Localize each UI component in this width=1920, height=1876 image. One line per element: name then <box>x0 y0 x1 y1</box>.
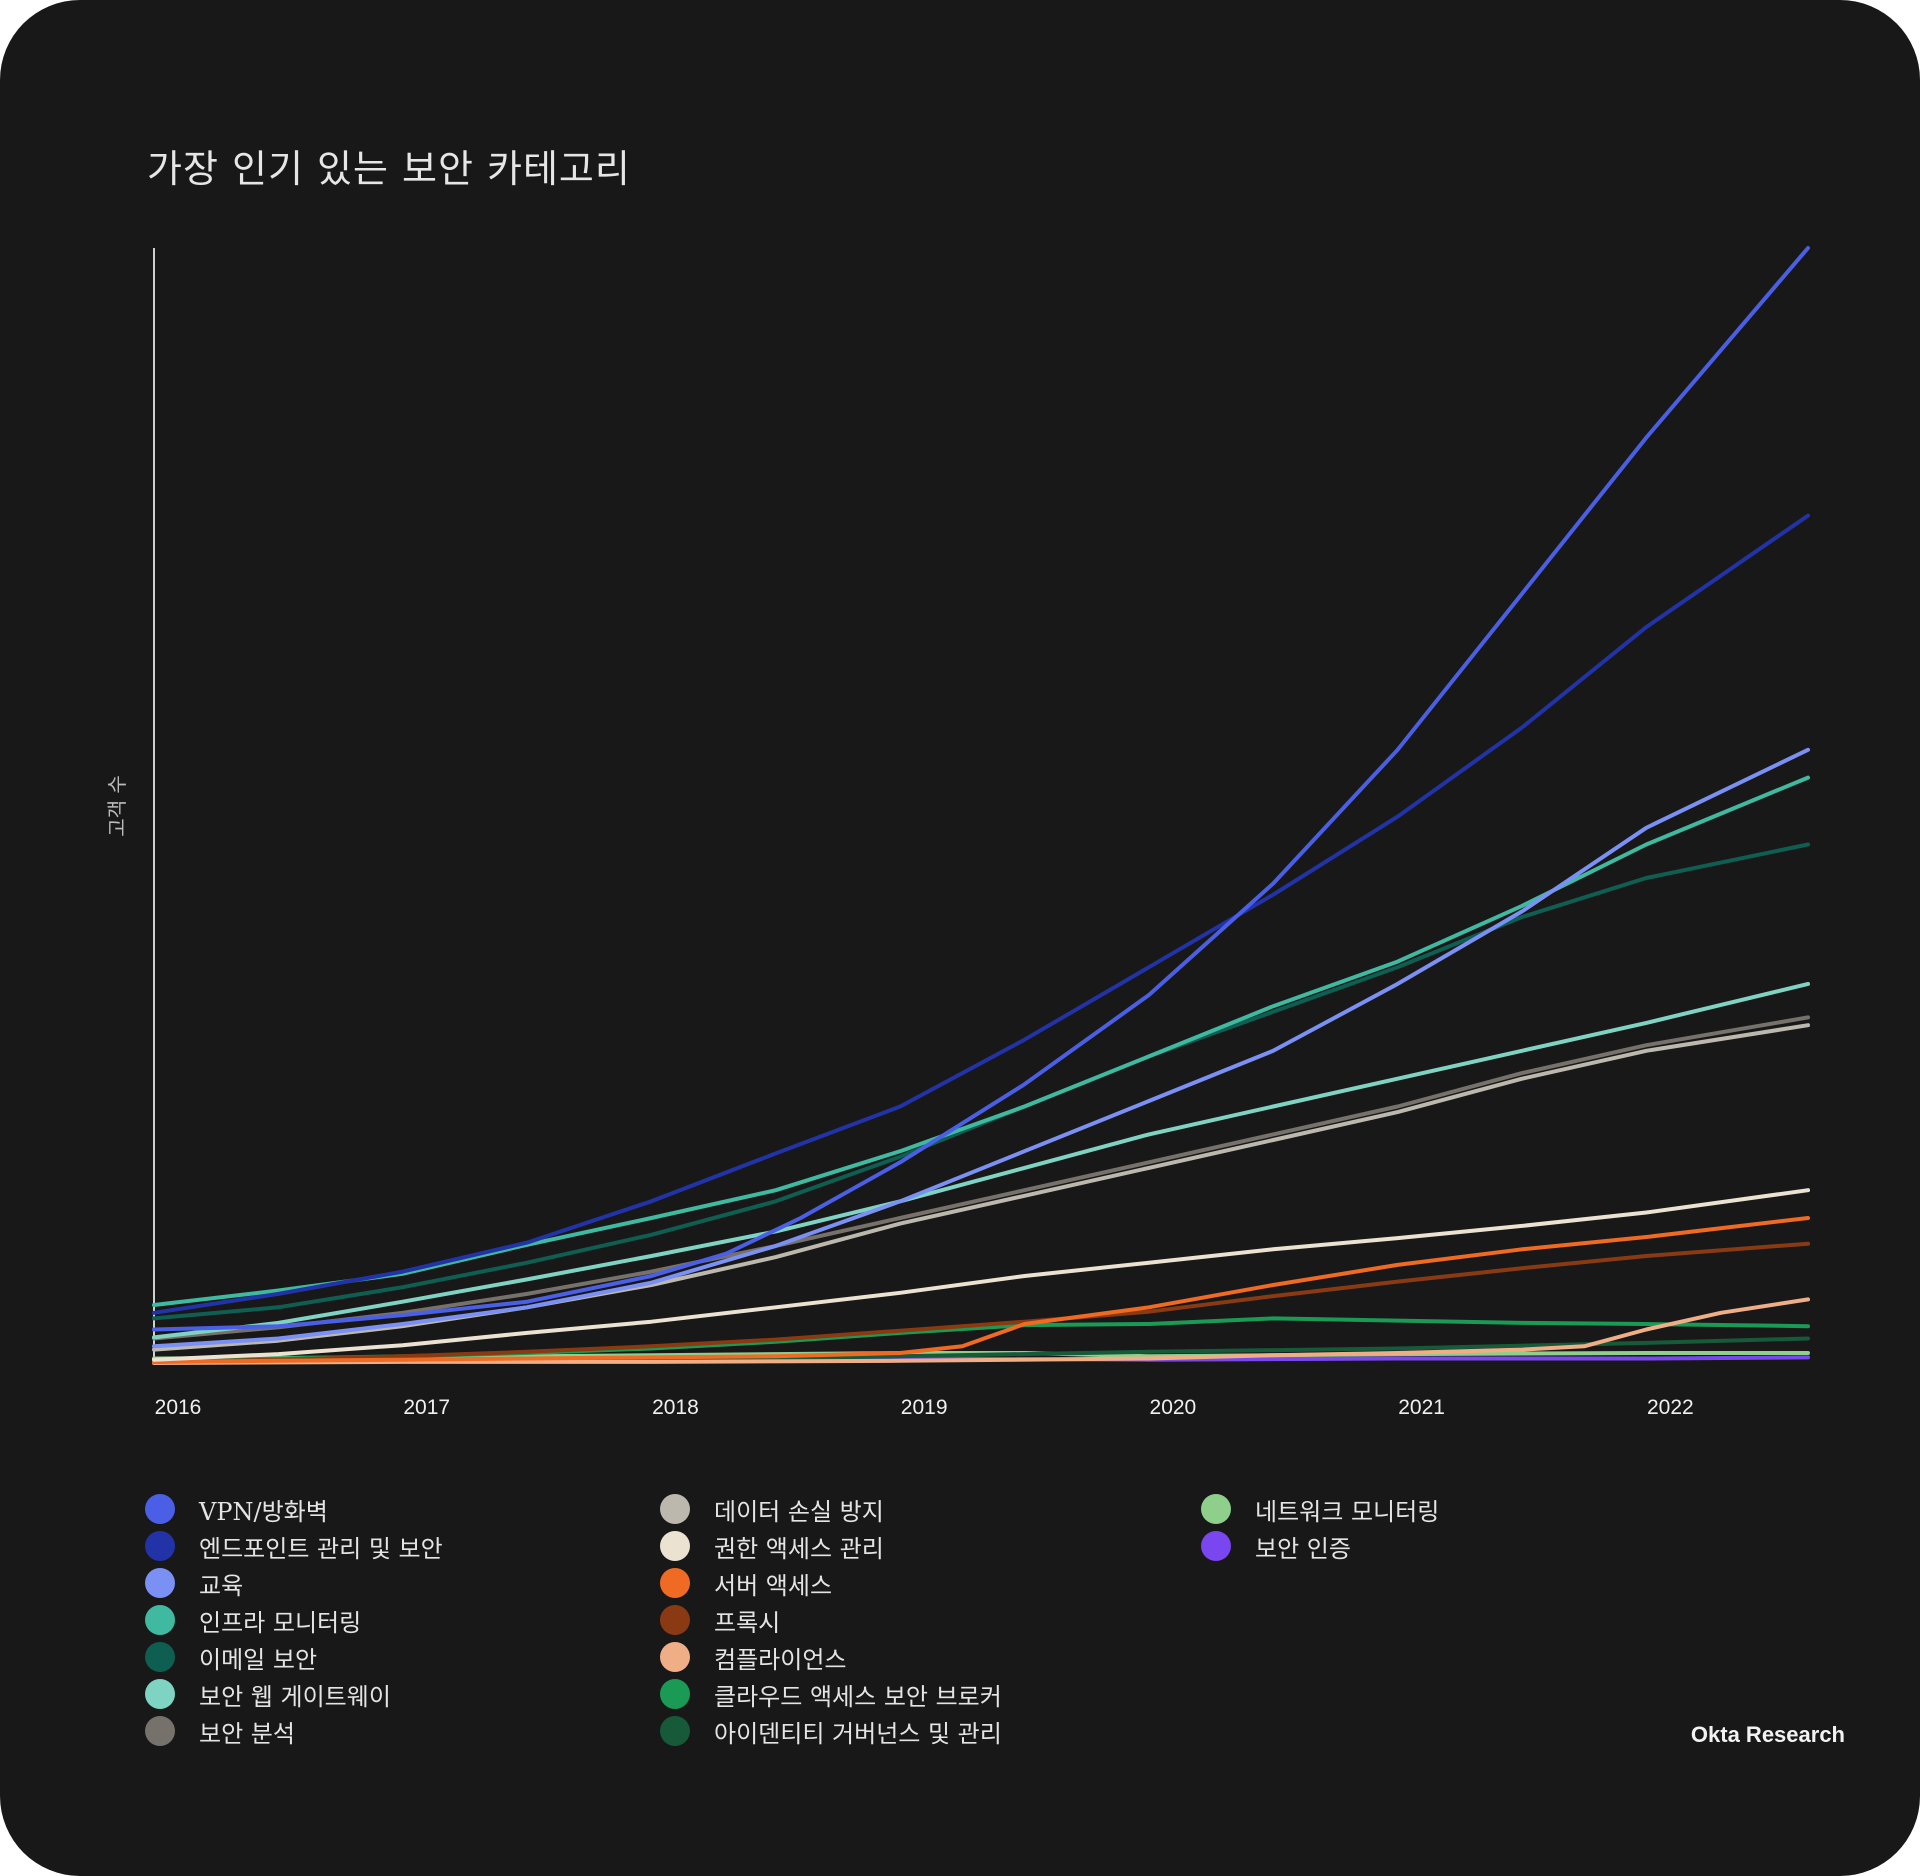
legend-swatch <box>145 1531 175 1561</box>
chart-title: 가장 인기 있는 보안 카테고리 <box>147 147 631 191</box>
legend-label: 네트워크 모니터링 <box>1255 1497 1440 1526</box>
legend-swatch <box>660 1531 690 1561</box>
legend-label: 이메일 보안 <box>199 1645 318 1674</box>
legend-swatch <box>145 1679 175 1709</box>
series-line-9 <box>152 1188 1810 1362</box>
legend-label: 컴플라이언스 <box>714 1645 847 1674</box>
legend-item: 클라우드 액세스 보안 브로커 <box>660 1678 1002 1711</box>
series-line-3 <box>152 747 1810 1349</box>
source-label: Okta Research <box>1690 1722 1845 1747</box>
legend-item: VPN/방화벽 <box>145 1493 328 1526</box>
legend-item: 컴플라이언스 <box>660 1641 847 1674</box>
x-tick-label: 2021 <box>1398 1396 1445 1419</box>
series-line-11 <box>152 1241 1810 1364</box>
legend-item: 보안 인증 <box>1201 1530 1351 1563</box>
legend-swatch <box>145 1494 175 1524</box>
legend-label: 데이터 손실 방지 <box>714 1497 884 1526</box>
series-line-12 <box>152 1297 1810 1365</box>
legend-label: VPN/방화벽 <box>199 1497 328 1526</box>
legend-label: 교육 <box>199 1571 244 1600</box>
legend-swatch <box>660 1568 690 1598</box>
legend-swatch <box>1201 1494 1231 1524</box>
legend-label: 아이덴티티 거버넌스 및 관리 <box>714 1719 1002 1748</box>
x-tick-label: 2016 <box>155 1396 202 1419</box>
series-line-2 <box>152 513 1810 1315</box>
y-axis-label: 고객 수 <box>105 775 129 837</box>
legend-label: 권한 액세스 관리 <box>714 1534 884 1563</box>
legend-swatch <box>660 1679 690 1709</box>
legend-swatch <box>660 1605 690 1635</box>
series-line-7 <box>152 1015 1810 1341</box>
series-line-1 <box>152 246 1810 1332</box>
legend-swatch <box>660 1716 690 1746</box>
legend-swatch <box>660 1642 690 1672</box>
series-layer <box>152 246 1810 1365</box>
legend-item: 보안 분석 <box>145 1715 295 1748</box>
legend-swatch <box>145 1568 175 1598</box>
legend-item: 네트워크 모니터링 <box>1201 1493 1440 1526</box>
legend-swatch <box>660 1494 690 1524</box>
legend-swatch <box>145 1716 175 1746</box>
legend-label: 서버 액세스 <box>714 1571 833 1600</box>
series-line-6 <box>152 981 1810 1340</box>
legend-item: 프록시 <box>660 1604 781 1637</box>
legend-item: 보안 웹 게이트웨이 <box>145 1678 391 1711</box>
legend-swatch <box>145 1605 175 1635</box>
x-tick-label: 2019 <box>901 1396 948 1419</box>
legend-item: 권한 액세스 관리 <box>660 1530 884 1563</box>
x-tick-label: 2022 <box>1647 1396 1694 1419</box>
legend-label: 프록시 <box>714 1608 781 1637</box>
series-line-4 <box>152 775 1810 1307</box>
legend-label: 보안 인증 <box>1255 1534 1351 1563</box>
x-tick-label: 2018 <box>652 1396 699 1419</box>
legend-item: 교육 <box>145 1567 244 1600</box>
series-line-10 <box>152 1216 1810 1364</box>
legend-label: 클라우드 액세스 보안 브로커 <box>714 1682 1002 1711</box>
legend-item: 인프라 모니터링 <box>145 1604 362 1637</box>
legend-label: 엔드포인트 관리 및 보안 <box>199 1534 443 1563</box>
legend-item: 엔드포인트 관리 및 보안 <box>145 1530 443 1563</box>
legend-item: 데이터 손실 방지 <box>660 1493 884 1526</box>
x-tick-label: 2017 <box>403 1396 450 1419</box>
legend-label: 인프라 모니터링 <box>199 1608 362 1637</box>
x-axis-ticks: 2016 2017 2018 2019 2020 2021 2022 <box>155 1396 1694 1419</box>
legend-swatch <box>145 1642 175 1672</box>
legend-label: 보안 분석 <box>199 1719 295 1748</box>
legend-swatch <box>1201 1531 1231 1561</box>
legend-item: 서버 액세스 <box>660 1567 833 1600</box>
legend-label: 보안 웹 게이트웨이 <box>199 1682 391 1711</box>
legend-item: 아이덴티티 거버넌스 및 관리 <box>660 1715 1002 1748</box>
x-tick-label: 2020 <box>1150 1396 1197 1419</box>
legend-item: 이메일 보안 <box>145 1641 318 1674</box>
